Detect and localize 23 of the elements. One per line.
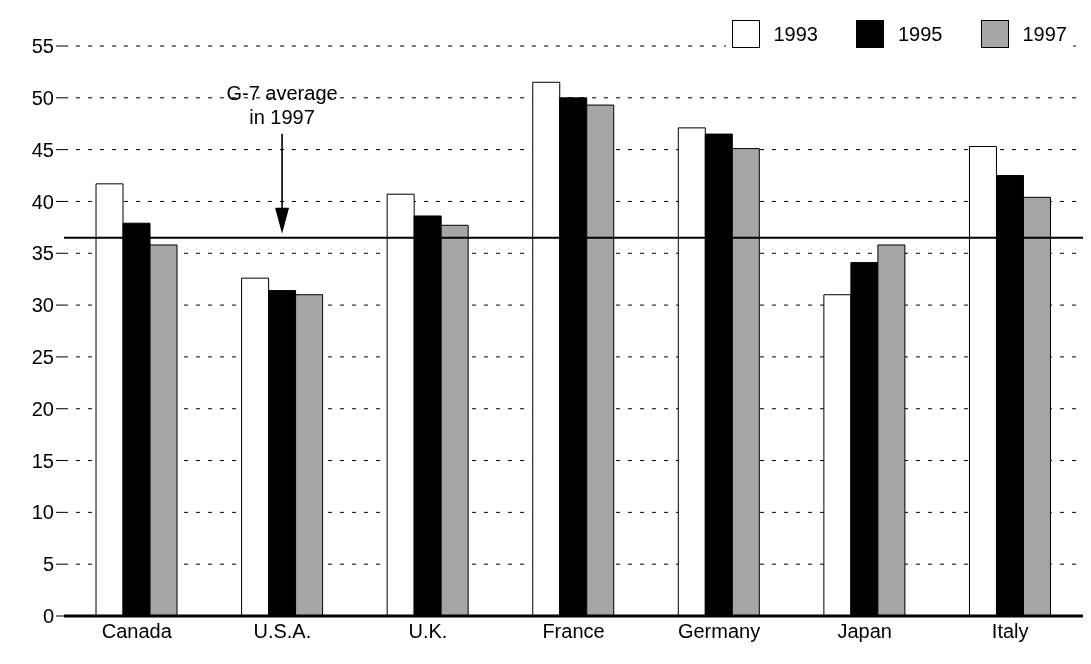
y-tick-label: 45	[31, 138, 54, 161]
y-tick-label: 25	[31, 346, 54, 369]
y-tick-label: 10	[31, 501, 54, 524]
legend-label: 1995	[898, 22, 943, 46]
x-tick-label: Germany	[677, 620, 761, 643]
y-tick-label: 20	[31, 397, 54, 420]
annotation: G-7 average in 1997	[226, 81, 338, 128]
x-tick-label: France	[542, 620, 605, 643]
y-tick-label: 40	[31, 190, 54, 213]
y-tick-label: 5	[42, 553, 54, 576]
y-tick-label: 15	[31, 449, 54, 472]
y-tick-label: 55	[31, 35, 54, 58]
x-tick-label: U.S.A.	[253, 620, 312, 643]
x-tick-label: Canada	[101, 620, 173, 643]
y-tick-label: 35	[31, 242, 54, 265]
x-tick-label: U.K.	[408, 620, 448, 643]
y-tick-label: 50	[31, 86, 54, 109]
x-tick-label: Italy	[991, 620, 1029, 643]
x-tick-label: Japan	[837, 620, 892, 643]
legend-label: 1993	[773, 22, 818, 46]
y-tick-label: 30	[31, 294, 54, 317]
y-tick-label: 0	[42, 605, 54, 628]
legend-label: 1997	[1022, 22, 1067, 46]
